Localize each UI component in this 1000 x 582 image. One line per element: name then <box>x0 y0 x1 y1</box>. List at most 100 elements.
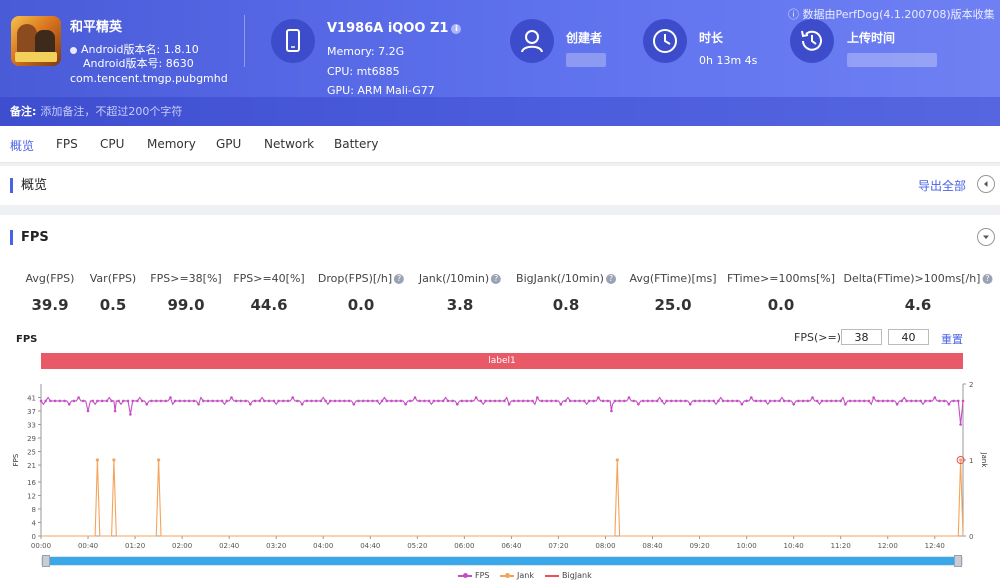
zoom-handle-left[interactable] <box>42 555 50 567</box>
fps-point <box>712 399 715 403</box>
fps-point <box>503 399 506 403</box>
jank-series-line <box>41 459 964 537</box>
fps-point <box>446 399 450 403</box>
fps-point <box>53 399 57 403</box>
fps-point <box>670 399 673 403</box>
help-icon[interactable]: ? <box>605 274 616 284</box>
fps-point <box>844 403 847 406</box>
fps-point <box>206 399 210 403</box>
fps-point <box>272 399 276 403</box>
android-icon <box>70 46 77 54</box>
x-tick-label: 10:00 <box>737 542 757 550</box>
reset-button[interactable]: 重置 <box>941 333 963 346</box>
x-tick-label: 01:20 <box>125 542 145 550</box>
fps-point <box>891 399 894 403</box>
stat-value: 0.8 <box>552 296 580 314</box>
jank-point <box>95 458 99 462</box>
fps-point <box>39 399 43 403</box>
label-band[interactable]: label1 <box>41 353 963 369</box>
fps-point <box>550 399 553 403</box>
help-icon[interactable]: ? <box>394 274 405 284</box>
overview-title: 概览 <box>10 178 47 193</box>
fps-point <box>460 399 464 403</box>
overview-section: 概览 <box>0 166 1000 205</box>
stat-value: 4.6 <box>904 296 932 314</box>
fps-point <box>319 399 323 403</box>
phone-icon <box>271 19 315 63</box>
help-icon[interactable]: ? <box>491 274 502 284</box>
app-name: 和平精英 <box>70 20 123 35</box>
fps-point <box>441 399 445 403</box>
stat-label: Avg(FPS) <box>25 272 75 285</box>
fps-point <box>58 399 62 403</box>
export-all-link[interactable]: 导出全部 <box>918 179 967 193</box>
y-tick-label: 37 <box>27 408 36 416</box>
legend-item-bigjank[interactable]: BigJank <box>545 571 592 580</box>
fps-point <box>938 399 941 403</box>
fps-point <box>587 399 591 403</box>
fps-point <box>914 399 918 403</box>
fps-point <box>597 396 600 399</box>
fps-point <box>465 399 469 403</box>
scrollbar-thumb[interactable] <box>49 557 955 565</box>
x-tick-label: 12:00 <box>878 542 898 550</box>
fps-point <box>613 399 617 403</box>
fps-point <box>324 399 327 403</box>
tab-network[interactable]: Network <box>264 137 315 151</box>
fps-section-title: FPS <box>10 230 49 245</box>
collapse-down-icon[interactable] <box>977 228 995 246</box>
fps-point <box>239 399 243 403</box>
fps-point <box>96 399 99 403</box>
jank-point <box>959 458 963 462</box>
fps-point <box>919 399 922 403</box>
fps-threshold-label: FPS(>=) <box>794 331 841 344</box>
x-tick-label: 12:40 <box>925 542 945 550</box>
creator-value-redacted <box>566 53 606 67</box>
divider <box>0 163 1000 166</box>
collapse-left-icon[interactable] <box>977 175 995 193</box>
fps-point <box>674 399 678 403</box>
legend-item-fps[interactable]: FPS <box>458 571 490 580</box>
fps-point <box>764 399 767 403</box>
chart-zoom-scrollbar[interactable] <box>41 555 963 567</box>
fps-point <box>451 399 454 403</box>
chart-title: FPS <box>16 334 38 345</box>
legend-item-jank[interactable]: Jank <box>500 571 534 580</box>
fps-point <box>554 399 558 403</box>
note-label: 备注: <box>10 105 37 118</box>
app-version-text: Android版本名: 1.8.10 <box>81 43 199 56</box>
stat-label: Var(FPS) <box>89 272 137 285</box>
tab-overview[interactable]: 概览 <box>10 139 35 153</box>
fps-point <box>895 403 899 406</box>
help-icon[interactable]: ? <box>982 274 993 284</box>
fps-point <box>126 399 130 403</box>
tab-battery[interactable]: Battery <box>334 137 379 151</box>
tab-cpu[interactable]: CPU <box>100 137 125 151</box>
x-tick-label: 03:20 <box>266 542 286 550</box>
fps-point <box>216 399 219 403</box>
report-header: 和平精英 Android版本名: 1.8.10 Android版本号: 8630… <box>0 0 1000 126</box>
fps-point <box>159 399 163 403</box>
fps-point <box>959 423 962 426</box>
tab-gpu[interactable]: GPU <box>216 137 242 151</box>
fps-point <box>77 396 80 399</box>
fps-threshold-high-input[interactable] <box>888 329 929 345</box>
note-input[interactable]: 添加备注，不超过200个字符 <box>40 105 183 118</box>
tab-memory[interactable]: Memory <box>147 137 196 151</box>
fps-point <box>507 403 511 406</box>
fps-point <box>432 399 436 403</box>
tab-fps[interactable]: FPS <box>56 137 78 151</box>
note-bar[interactable]: 备注: 添加备注，不超过200个字符 <box>0 97 1000 126</box>
fps-point <box>366 399 370 403</box>
info-icon[interactable]: i <box>451 23 462 34</box>
fps-threshold-low-input[interactable] <box>841 329 882 345</box>
fps-point <box>745 399 748 403</box>
stat-value: 0.5 <box>99 296 127 314</box>
fps-point <box>623 399 626 403</box>
fps-point <box>618 399 621 403</box>
device-name-text: V1986A iQOO Z1 <box>327 21 449 36</box>
zoom-handle-right[interactable] <box>954 555 962 567</box>
device-gpu: GPU: ARM Mali-G77 <box>327 84 435 97</box>
